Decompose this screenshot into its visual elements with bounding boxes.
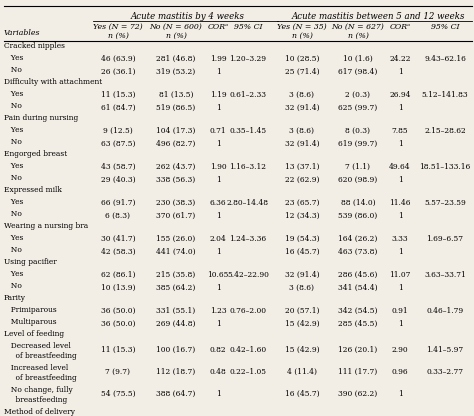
Text: 62 (86.1): 62 (86.1) [101,271,135,279]
Text: of breastfeeding: of breastfeeding [6,374,77,382]
Text: 0.35–1.45: 0.35–1.45 [229,127,266,135]
Text: 230 (38.3): 230 (38.3) [156,199,196,207]
Text: Decreased level: Decreased level [6,342,71,349]
Text: 126 (20.1): 126 (20.1) [338,346,378,354]
Text: 5.57–23.59: 5.57–23.59 [424,199,466,207]
Text: 0.82: 0.82 [210,346,226,354]
Text: Yes (N = 35)
n (%): Yes (N = 35) n (%) [277,23,327,40]
Text: 1: 1 [216,176,220,183]
Text: No (N = 627)
n (%): No (N = 627) n (%) [332,23,384,40]
Text: No: No [6,246,22,254]
Text: 620 (98.9): 620 (98.9) [338,176,378,183]
Text: 15 (42.9): 15 (42.9) [285,319,319,327]
Text: 1.69–6.57: 1.69–6.57 [427,235,464,243]
Text: 2.80–14.48: 2.80–14.48 [227,199,269,207]
Text: 100 (16.7): 100 (16.7) [156,346,196,354]
Text: 341 (54.4): 341 (54.4) [338,283,378,292]
Text: 1: 1 [216,211,220,220]
Text: 2.15–28.62: 2.15–28.62 [424,127,466,135]
Text: 155 (26.0): 155 (26.0) [156,235,196,243]
Text: 5.12–141.83: 5.12–141.83 [422,91,468,99]
Text: 1: 1 [216,248,220,255]
Text: 342 (54.5): 342 (54.5) [338,307,378,315]
Text: 7 (1.1): 7 (1.1) [346,163,371,171]
Text: 81 (13.5): 81 (13.5) [159,91,193,99]
Text: 1.16–3.12: 1.16–3.12 [229,163,266,171]
Text: 1.23: 1.23 [210,307,226,315]
Text: 1: 1 [216,139,220,148]
Text: 0.46–1.79: 0.46–1.79 [427,307,464,315]
Text: 10 (28.5): 10 (28.5) [285,55,319,63]
Text: 19 (54.3): 19 (54.3) [285,235,319,243]
Text: 36 (50.0): 36 (50.0) [101,307,135,315]
Text: 286 (45.6): 286 (45.6) [338,271,378,279]
Text: 617 (98.4): 617 (98.4) [338,67,378,75]
Text: Primiparous: Primiparous [6,305,57,314]
Text: 1: 1 [216,104,220,111]
Text: 262 (43.7): 262 (43.7) [156,163,196,171]
Text: 1.19: 1.19 [210,91,226,99]
Text: Acute mastitis between 5 and 12 weeks: Acute mastitis between 5 and 12 weeks [292,12,465,21]
Text: 1: 1 [216,319,220,327]
Text: 519 (86.5): 519 (86.5) [156,104,196,111]
Text: 88 (14.0): 88 (14.0) [341,199,375,207]
Text: 49.64: 49.64 [389,163,411,171]
Text: breastfeeding: breastfeeding [6,396,67,404]
Text: 32 (91.4): 32 (91.4) [285,104,319,111]
Text: 3 (8.6): 3 (8.6) [290,91,315,99]
Text: 285 (45.5): 285 (45.5) [338,319,378,327]
Text: Yes: Yes [6,270,23,277]
Text: No: No [6,102,22,110]
Text: No (N = 600)
n (%): No (N = 600) n (%) [150,23,202,40]
Text: 36 (50.0): 36 (50.0) [101,319,135,327]
Text: 18.51–133.16: 18.51–133.16 [419,163,471,171]
Text: 463 (73.8): 463 (73.8) [338,248,378,255]
Text: Yes: Yes [6,161,23,169]
Text: 30 (41.7): 30 (41.7) [100,235,135,243]
Text: 95% CI: 95% CI [431,23,459,31]
Text: 1: 1 [398,104,402,111]
Text: 11 (15.3): 11 (15.3) [101,346,135,354]
Text: 3 (8.6): 3 (8.6) [290,283,315,292]
Text: 46 (63.9): 46 (63.9) [100,55,135,63]
Text: Cracked nipples: Cracked nipples [4,42,65,50]
Text: 1: 1 [398,283,402,292]
Text: 2 (0.3): 2 (0.3) [346,91,371,99]
Text: 0.22–1.05: 0.22–1.05 [229,368,266,376]
Text: 16 (45.7): 16 (45.7) [285,248,319,255]
Text: 0.91: 0.91 [392,307,408,315]
Text: Level of feeding: Level of feeding [4,330,64,339]
Text: Pain during nursing: Pain during nursing [4,114,78,122]
Text: 625 (99.7): 625 (99.7) [338,104,378,111]
Text: 370 (61.7): 370 (61.7) [156,211,196,220]
Text: 1.24–3.36: 1.24–3.36 [229,235,266,243]
Text: 104 (17.3): 104 (17.3) [156,127,196,135]
Text: Increased level: Increased level [6,364,68,371]
Text: 7 (9.7): 7 (9.7) [106,368,130,376]
Text: Using pacifier: Using pacifier [4,258,57,267]
Text: Yes: Yes [6,126,23,134]
Text: 1: 1 [398,67,402,75]
Text: 2.90: 2.90 [392,346,408,354]
Text: Wearing a nursing bra: Wearing a nursing bra [4,223,88,230]
Text: 1: 1 [216,67,220,75]
Text: 338 (56.3): 338 (56.3) [156,176,196,183]
Text: 164 (26.2): 164 (26.2) [338,235,378,243]
Text: 23 (65.7): 23 (65.7) [285,199,319,207]
Text: Difficulty with attachment: Difficulty with attachment [4,79,102,87]
Text: Parity: Parity [4,295,26,302]
Text: 0.96: 0.96 [392,368,408,376]
Text: CORᵃ: CORᵃ [390,23,410,31]
Text: 539 (86.0): 539 (86.0) [338,211,378,220]
Text: of breastfeeding: of breastfeeding [6,352,77,360]
Text: No: No [6,138,22,146]
Text: 1.90: 1.90 [210,163,226,171]
Text: Multiparous: Multiparous [6,318,56,326]
Text: 7.85: 7.85 [392,127,408,135]
Text: 1: 1 [216,283,220,292]
Text: 11.07: 11.07 [389,271,410,279]
Text: No change, fully: No change, fully [6,386,73,394]
Text: No: No [6,174,22,182]
Text: Method of delivery: Method of delivery [4,408,75,416]
Text: 0.42–1.60: 0.42–1.60 [229,346,266,354]
